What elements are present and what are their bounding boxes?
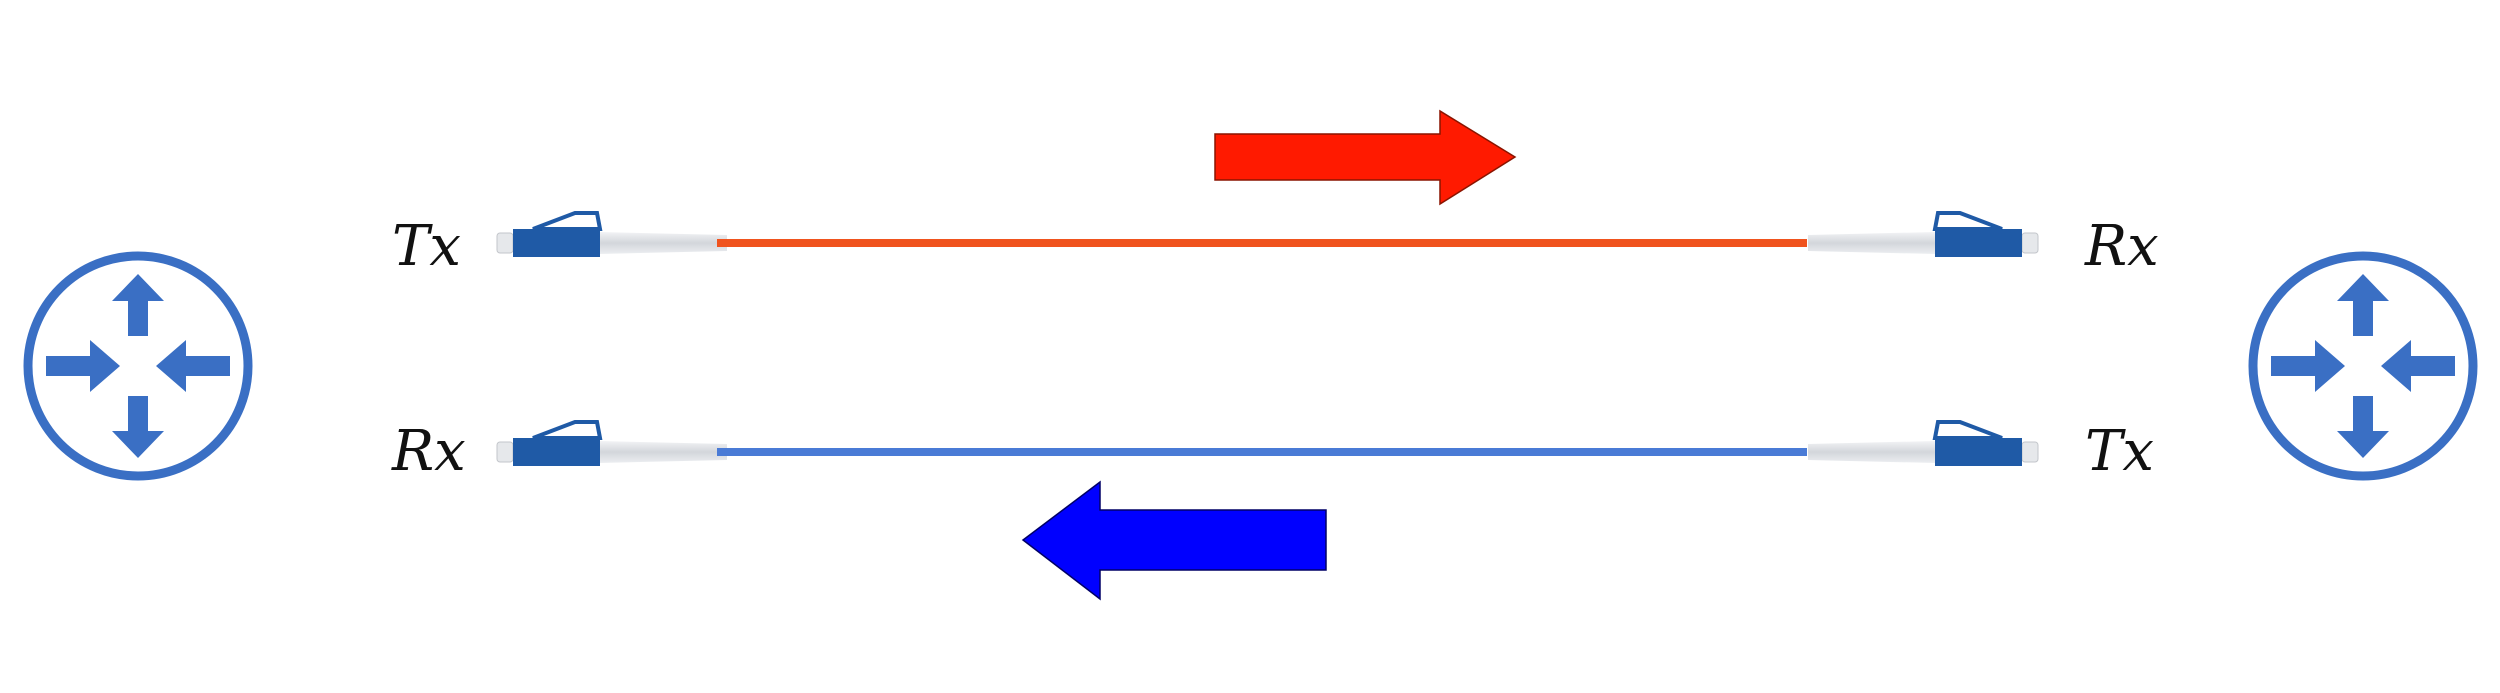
bottom-link: Rx Tx	[391, 419, 2154, 601]
top-direction-arrow	[1214, 109, 1517, 206]
top-right-port-label: Rx	[2084, 214, 2159, 279]
left-router	[28, 256, 248, 476]
bottom-right-port-label: Tx	[2085, 419, 2154, 484]
right-router	[2253, 256, 2473, 476]
bottom-left-port-label: Rx	[391, 419, 466, 484]
left-fiber-connector	[495, 420, 729, 468]
right-fiber-connector	[1806, 420, 2040, 468]
bottom-direction-arrow	[1021, 480, 1327, 601]
top-link: Tx Rx	[392, 109, 2159, 279]
router-icon	[28, 256, 248, 476]
right-fiber-connector	[1806, 211, 2040, 259]
router-icon	[2253, 256, 2473, 476]
top-left-port-label: Tx	[392, 214, 461, 279]
left-fiber-connector	[495, 211, 729, 259]
